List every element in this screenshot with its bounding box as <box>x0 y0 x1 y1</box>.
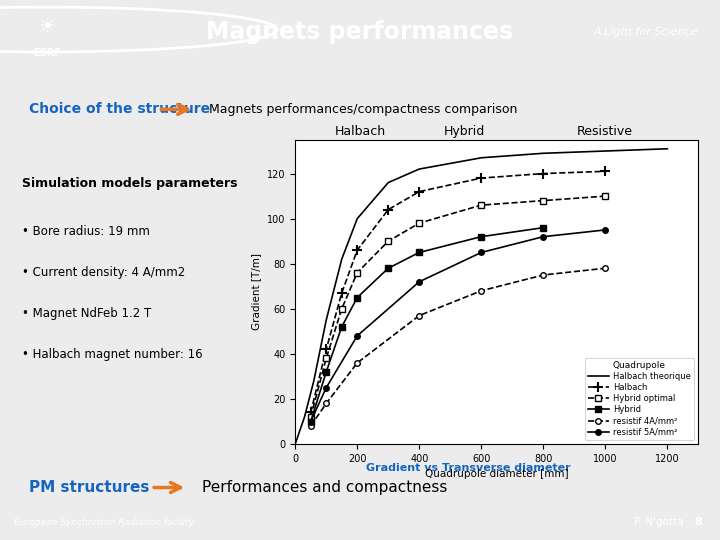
Hybrid optimal <box>477 202 485 208</box>
resistif 5A/mm² <box>539 233 548 240</box>
resistif 4A/mm² <box>322 400 330 407</box>
Text: Halbach: Halbach <box>334 125 386 138</box>
resistif 4A/mm² <box>477 287 485 294</box>
Halbach <box>322 346 330 353</box>
resistif 5A/mm² <box>353 333 361 339</box>
Hybrid optimal <box>307 414 315 420</box>
Text: ESRF: ESRF <box>33 48 60 58</box>
Text: European Synchrotron Radiation facility: European Synchrotron Radiation facility <box>14 518 194 527</box>
Text: Resistive: Resistive <box>577 125 633 138</box>
Text: Magnets performances/compactness comparison: Magnets performances/compactness compari… <box>209 103 517 116</box>
resistif 4A/mm² <box>353 360 361 366</box>
Line: resistif 4A/mm²: resistif 4A/mm² <box>308 266 608 429</box>
Hybrid <box>477 233 485 240</box>
Halbach <box>353 247 361 253</box>
Halbach theorique <box>291 441 300 447</box>
Text: • Magnet NdFeb 1.2 T: • Magnet NdFeb 1.2 T <box>22 307 151 320</box>
Hybrid optimal <box>415 220 423 226</box>
resistif 5A/mm² <box>477 249 485 256</box>
Y-axis label: Gradient [T/m]: Gradient [T/m] <box>251 253 261 330</box>
resistif 4A/mm² <box>415 312 423 319</box>
Halbach <box>601 168 610 174</box>
Line: Halbach: Halbach <box>306 166 611 417</box>
Halbach theorique <box>601 148 610 154</box>
Halbach <box>415 188 423 195</box>
Hybrid optimal <box>539 198 548 204</box>
Line: resistif 5A/mm²: resistif 5A/mm² <box>308 227 608 424</box>
Halbach theorique <box>322 317 330 323</box>
Hybrid optimal <box>353 269 361 276</box>
resistif 5A/mm² <box>307 418 315 425</box>
Hybrid optimal <box>322 355 330 362</box>
Text: • Current density: 4 A/mm2: • Current density: 4 A/mm2 <box>22 266 185 279</box>
Halbach <box>384 206 392 213</box>
Hybrid <box>338 323 346 330</box>
Halbach theorique <box>539 150 548 157</box>
Halbach theorique <box>310 377 318 384</box>
Text: Performances and compactness: Performances and compactness <box>202 480 447 495</box>
resistif 5A/mm² <box>601 227 610 233</box>
X-axis label: Quadrupole diameter [mm]: Quadrupole diameter [mm] <box>425 469 569 480</box>
Halbach theorique <box>663 145 672 152</box>
Hybrid <box>307 418 315 425</box>
resistif 5A/mm² <box>322 384 330 391</box>
Text: PM structures: PM structures <box>29 480 149 495</box>
Hybrid optimal <box>384 238 392 245</box>
Text: ☀: ☀ <box>38 17 55 36</box>
Text: 8: 8 <box>694 517 702 528</box>
resistif 4A/mm² <box>539 272 548 278</box>
Halbach <box>338 290 346 296</box>
Line: Hybrid: Hybrid <box>307 224 546 425</box>
Halbach <box>307 409 315 416</box>
Text: Gradient vs Transverse diameter: Gradient vs Transverse diameter <box>366 463 570 473</box>
Line: Halbach theorique: Halbach theorique <box>295 148 667 444</box>
Hybrid <box>415 249 423 256</box>
Hybrid <box>322 369 330 375</box>
Halbach <box>477 175 485 181</box>
Hybrid optimal <box>601 193 610 199</box>
Halbach theorique <box>300 414 309 420</box>
Halbach <box>539 170 548 177</box>
Halbach theorique <box>353 215 361 222</box>
Halbach theorique <box>477 154 485 161</box>
Text: • Halbach magnet number: 16: • Halbach magnet number: 16 <box>22 348 202 361</box>
Halbach theorique <box>415 166 423 172</box>
Text: A Light for Science: A Light for Science <box>594 26 698 37</box>
Hybrid <box>353 294 361 301</box>
Hybrid optimal <box>338 306 346 312</box>
Text: • Bore radius: 19 mm: • Bore radius: 19 mm <box>22 225 150 238</box>
Halbach theorique <box>338 256 346 262</box>
Hybrid <box>539 225 548 231</box>
Text: Choice of the structure: Choice of the structure <box>29 102 210 116</box>
Text: Magnets performances: Magnets performances <box>207 19 513 44</box>
Halbach theorique <box>384 179 392 186</box>
Text: P. N'gotta: P. N'gotta <box>634 517 683 528</box>
resistif 5A/mm² <box>415 279 423 285</box>
Text: Hybrid: Hybrid <box>444 125 485 138</box>
Legend: Halbach theorique, Halbach, Hybrid optimal, Hybrid, resistif 4A/mm², resistif 5A: Halbach theorique, Halbach, Hybrid optim… <box>585 357 694 440</box>
Text: Simulation models parameters: Simulation models parameters <box>22 177 237 190</box>
resistif 4A/mm² <box>307 423 315 429</box>
Hybrid <box>384 265 392 272</box>
resistif 4A/mm² <box>601 265 610 272</box>
Line: Hybrid optimal: Hybrid optimal <box>307 193 609 421</box>
